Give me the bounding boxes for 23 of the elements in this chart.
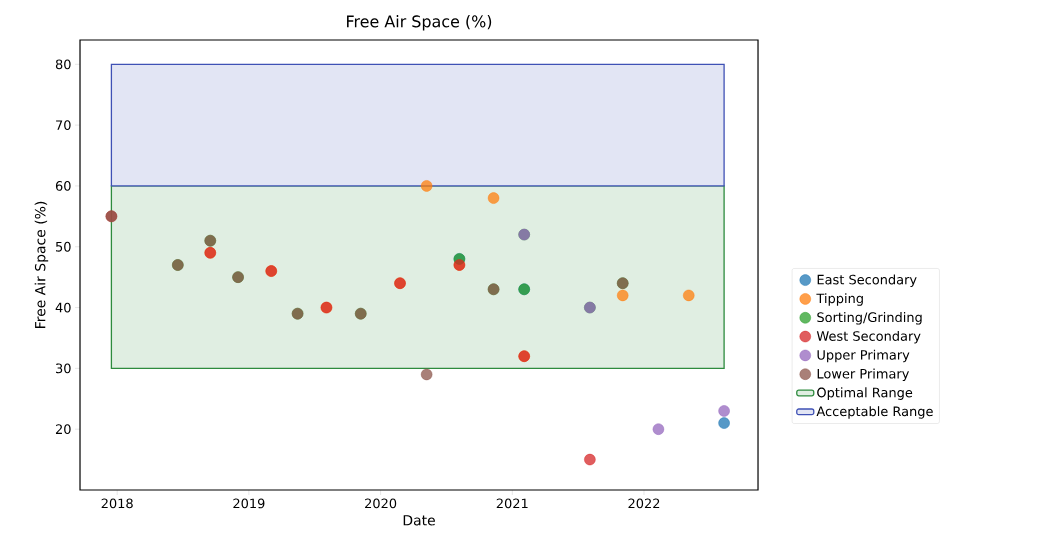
x-tick-label: 2018 xyxy=(101,498,133,509)
x-tick-label: 2022 xyxy=(628,498,660,509)
y-axis-title: Free Air Space (%) xyxy=(34,201,49,328)
y-tick-label: 30 xyxy=(56,363,71,374)
x-tick-label: 2019 xyxy=(233,498,265,509)
y-tick-label: 20 xyxy=(55,424,71,435)
legend-label: Sorting/Grinding xyxy=(817,312,922,325)
legend-label: Optimal Range xyxy=(817,387,913,400)
legend-label: East Secondary xyxy=(817,274,917,287)
chart-title: Free Air Space (%) xyxy=(347,15,492,31)
y-tick-label: 60 xyxy=(55,181,71,191)
x-axis-title: Date xyxy=(403,515,435,526)
legend-label: Tipping xyxy=(816,293,863,306)
legend-label: Upper Primary xyxy=(817,349,910,363)
y-tick-label: 40 xyxy=(55,302,71,313)
y-tick-label: 70 xyxy=(56,120,71,131)
x-tick-label: 2021 xyxy=(496,498,528,509)
y-tick-label: 80 xyxy=(55,59,71,70)
y-tick-label: 50 xyxy=(56,241,71,252)
legend-label: Lower Primary xyxy=(817,368,909,382)
legend-label: Acceptable Range xyxy=(816,406,933,419)
x-tick-label: 2020 xyxy=(365,498,397,509)
legend-label: West Secondary xyxy=(816,330,921,344)
